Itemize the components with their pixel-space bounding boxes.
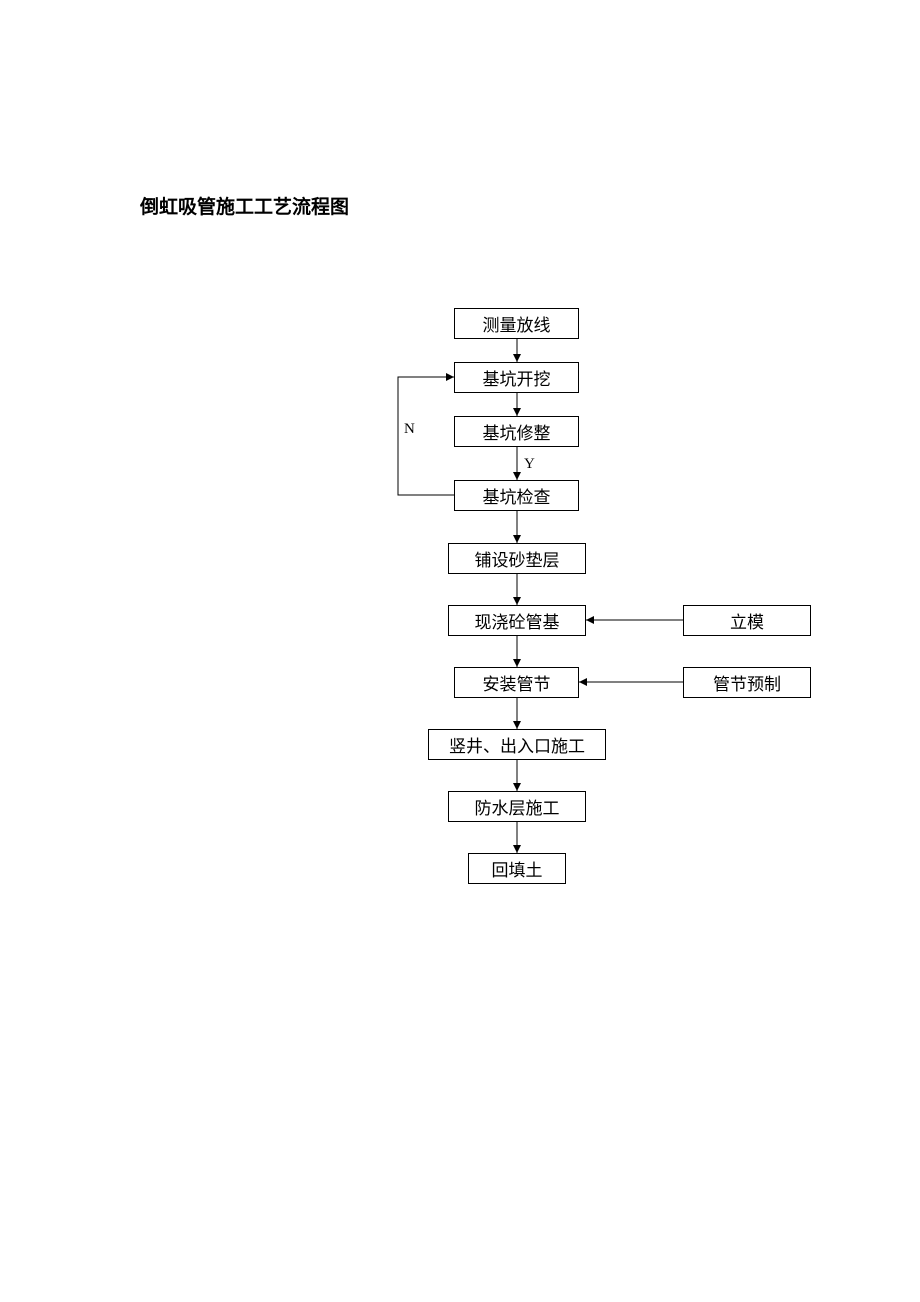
- flowchart-node-n1: 测量放线: [454, 308, 579, 339]
- flowchart-node-s2: 管节预制: [683, 667, 811, 698]
- flowchart-node-n2: 基坑开挖: [454, 362, 579, 393]
- flowchart-node-n9: 防水层施工: [448, 791, 586, 822]
- edge-label-1: Y: [524, 456, 535, 473]
- edge-label-0: N: [404, 421, 415, 438]
- flowchart-node-n10: 回填土: [468, 853, 566, 884]
- flowchart-node-n8: 竖井、出入口施工: [428, 729, 606, 760]
- diagram-title: 倒虹吸管施工工艺流程图: [140, 192, 349, 219]
- flowchart-node-n3: 基坑修整: [454, 416, 579, 447]
- flowchart-node-n7: 安装管节: [454, 667, 579, 698]
- edges-layer: [0, 0, 920, 1302]
- flowchart-node-s1: 立模: [683, 605, 811, 636]
- flowchart-node-n4: 基坑检查: [454, 480, 579, 511]
- flowchart-node-n5: 铺设砂垫层: [448, 543, 586, 574]
- flowchart-node-n6: 现浇砼管基: [448, 605, 586, 636]
